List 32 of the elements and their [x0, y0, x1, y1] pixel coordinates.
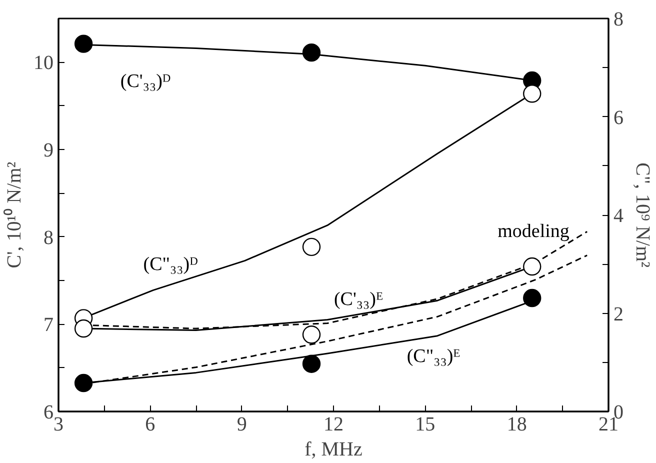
annotation: (C'₃₃)ᴰ [120, 71, 171, 92]
y-tick-label: 8 [44, 226, 54, 249]
y-tick-label: 7 [44, 314, 54, 336]
point [302, 43, 321, 62]
x-tick-label: 15 [415, 414, 436, 436]
x-axis-title: f, MHz [304, 438, 363, 460]
y2-axis-title: C", 10⁹ N/m² [632, 162, 654, 268]
annotation: (C"₃₃)ᴱ [406, 346, 460, 367]
point [523, 257, 542, 276]
point [302, 354, 321, 373]
point [523, 288, 542, 308]
x-tick-label: 12 [324, 414, 344, 436]
y-tick-label: 9 [44, 140, 54, 162]
y2-tick-label: 2 [614, 303, 624, 326]
point [302, 238, 321, 256]
x-tick-label: 18 [506, 414, 527, 436]
y-tick-label: 10 [34, 52, 54, 74]
y-axis-title: C', 10¹⁰ N/m² [2, 162, 26, 268]
annotation: (C"₃₃)ᴰ [143, 254, 198, 275]
x-tick-label: 6 [145, 414, 156, 436]
y2-tick-label: 6 [614, 106, 624, 129]
x-tick-label: 9 [236, 414, 247, 436]
point [74, 34, 93, 53]
annotation: (C'₃₃)ᴱ [334, 289, 384, 310]
x-tick-label: 3 [54, 414, 64, 436]
point [523, 84, 542, 103]
y2-tick-label: 8 [614, 8, 624, 30]
annotation: modeling [498, 221, 570, 242]
y2-tick-label: 4 [614, 205, 624, 227]
point [302, 326, 321, 344]
point [74, 319, 93, 338]
point [74, 374, 93, 392]
